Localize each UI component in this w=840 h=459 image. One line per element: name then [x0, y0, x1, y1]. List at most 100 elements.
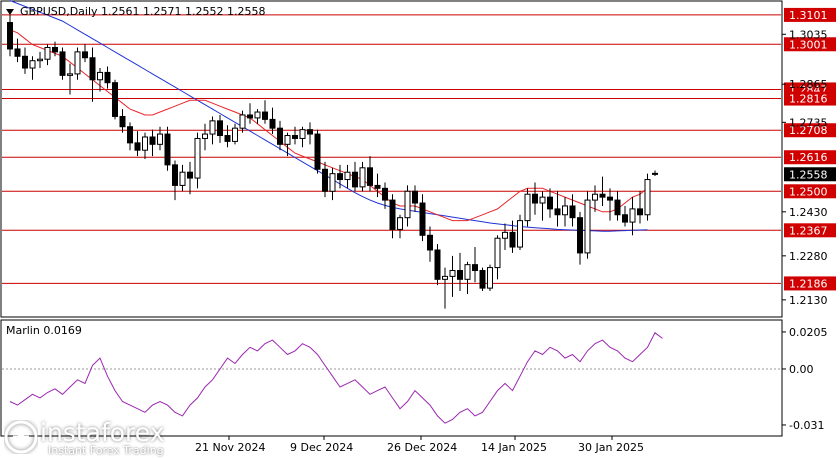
candle — [562, 197, 568, 227]
level-label-box — [784, 276, 836, 291]
marlin-indicator — [2, 332, 781, 424]
candle — [37, 51, 43, 69]
candle-body — [119, 115, 126, 128]
watermark-tagline: Instant Forex Trading — [48, 444, 164, 457]
level-label: 1.3101 — [789, 9, 828, 22]
time-tick-label: 9 Dec 2024 — [290, 441, 353, 454]
candle-body — [517, 220, 523, 248]
level-label: 1.2816 — [789, 93, 828, 106]
candle-body — [74, 51, 81, 75]
candle — [149, 129, 156, 157]
candlesticks — [7, 14, 658, 309]
candle — [157, 126, 163, 151]
candle-body — [269, 118, 276, 129]
candle-body — [442, 275, 448, 280]
current-price-label: 1.2558 — [789, 168, 828, 181]
price-tick-label: 1.2735 — [789, 116, 828, 129]
candle-body — [389, 199, 396, 230]
candle — [622, 205, 628, 227]
candle-body — [554, 208, 561, 216]
time-tick-label: 30 Jan 2025 — [578, 441, 644, 454]
dropdown-triangle-icon[interactable] — [6, 9, 14, 15]
candle — [164, 126, 171, 171]
level-label: 1.2186 — [789, 277, 828, 290]
candle — [434, 244, 441, 286]
level-label-box — [784, 91, 836, 106]
candle-body — [164, 133, 171, 166]
candle-body — [307, 129, 313, 135]
candle-body — [209, 120, 216, 135]
candle-body — [247, 114, 253, 119]
instaforex-logo: instaforex Instant Forex Trading — [4, 418, 204, 458]
candle-body — [592, 193, 598, 201]
candle-body — [532, 193, 538, 204]
candle-body — [359, 167, 366, 188]
candle — [314, 129, 321, 174]
candle-body — [157, 133, 163, 145]
candle — [119, 109, 126, 133]
candle-body — [397, 217, 403, 230]
candle — [194, 132, 201, 189]
candle-body — [569, 205, 576, 219]
candle-body — [464, 264, 471, 280]
level-label-box — [784, 150, 836, 165]
candle — [397, 214, 403, 239]
candle-body — [382, 187, 388, 201]
level-label-box — [784, 37, 836, 52]
candle-body — [284, 135, 291, 145]
candle — [479, 267, 486, 292]
candle — [509, 220, 516, 253]
candle-body — [179, 171, 186, 186]
candle — [457, 252, 463, 292]
candle — [367, 156, 373, 192]
candle — [449, 255, 456, 297]
candle-body — [524, 193, 531, 222]
candle — [269, 107, 276, 135]
candle-body — [487, 267, 493, 289]
candle-body — [277, 127, 283, 145]
time-tick-label: 26 Dec 2024 — [387, 441, 457, 454]
candle — [547, 188, 553, 218]
candle — [427, 226, 433, 262]
candle-body — [67, 73, 73, 76]
candle-body — [547, 196, 553, 210]
candle — [472, 247, 478, 283]
level-label-box — [784, 7, 836, 22]
candle-body — [374, 184, 381, 189]
candle — [494, 235, 501, 280]
candle-body — [322, 168, 328, 192]
level-label-box — [784, 123, 836, 138]
candle — [352, 161, 358, 192]
candle-body — [352, 171, 358, 188]
level-label: 1.2708 — [789, 124, 828, 137]
candle-body — [224, 135, 231, 142]
candle — [389, 194, 396, 239]
candle — [307, 122, 313, 145]
candle-body — [104, 71, 111, 84]
candle-body — [577, 217, 583, 254]
candle — [254, 109, 261, 124]
candle-body — [7, 22, 13, 50]
candle-body — [44, 46, 51, 60]
level-label: 1.2500 — [789, 185, 828, 198]
candle — [179, 164, 186, 192]
candle — [412, 185, 418, 212]
candle-body — [367, 167, 373, 186]
candle — [584, 191, 591, 259]
candle — [292, 126, 298, 145]
candle-body — [562, 205, 568, 216]
candle-body — [502, 231, 508, 239]
candle-body — [479, 270, 486, 289]
symbol-header: GBPUSD,Daily 1.2561 1.2571 1.2552 1.2558 — [20, 5, 265, 18]
candle — [22, 47, 28, 74]
candle-body — [254, 111, 261, 119]
candle-body — [449, 270, 456, 277]
candle — [202, 123, 208, 151]
candle — [209, 116, 216, 145]
candle — [637, 191, 643, 224]
candle-body — [629, 208, 636, 223]
candle — [52, 41, 58, 57]
price-axis: 1.3035 1.2865 1.2735 1.2430 1.2280 1.2130 1.25… — [782, 28, 836, 432]
candle-body — [419, 202, 426, 236]
